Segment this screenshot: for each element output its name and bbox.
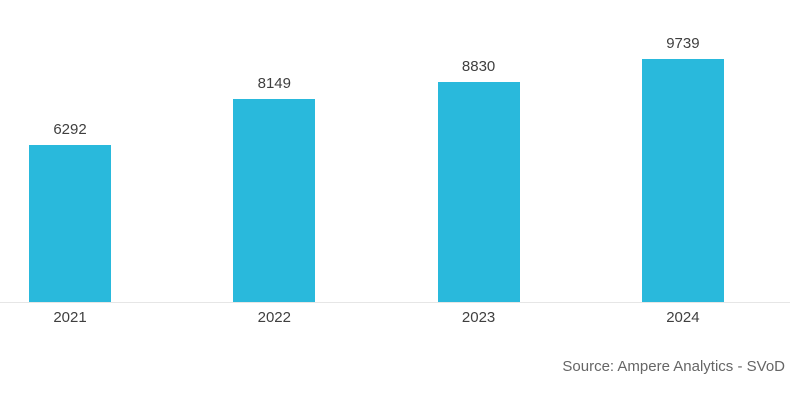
bar-2021[interactable]: [29, 145, 111, 302]
x-axis-label-2022: 2022: [257, 309, 291, 326]
x-axis-label-2024: 2024: [666, 309, 700, 326]
bar-2023[interactable]: [437, 82, 520, 302]
bar-value-label-2022: 8149: [257, 75, 291, 92]
source-caption: Source: Ampere Analytics - SVoD: [562, 358, 785, 375]
bar-2024[interactable]: [641, 59, 724, 302]
x-axis-label-2021: 2021: [53, 309, 87, 326]
bar-value-label-2021: 6292: [53, 121, 87, 138]
bar-value-label-2023: 8830: [461, 58, 496, 75]
x-axis-line: [0, 302, 790, 303]
x-axis-label-2023: 2023: [461, 309, 496, 326]
bar-2022[interactable]: [233, 99, 316, 302]
bar-value-label-2024: 9739: [666, 35, 700, 52]
